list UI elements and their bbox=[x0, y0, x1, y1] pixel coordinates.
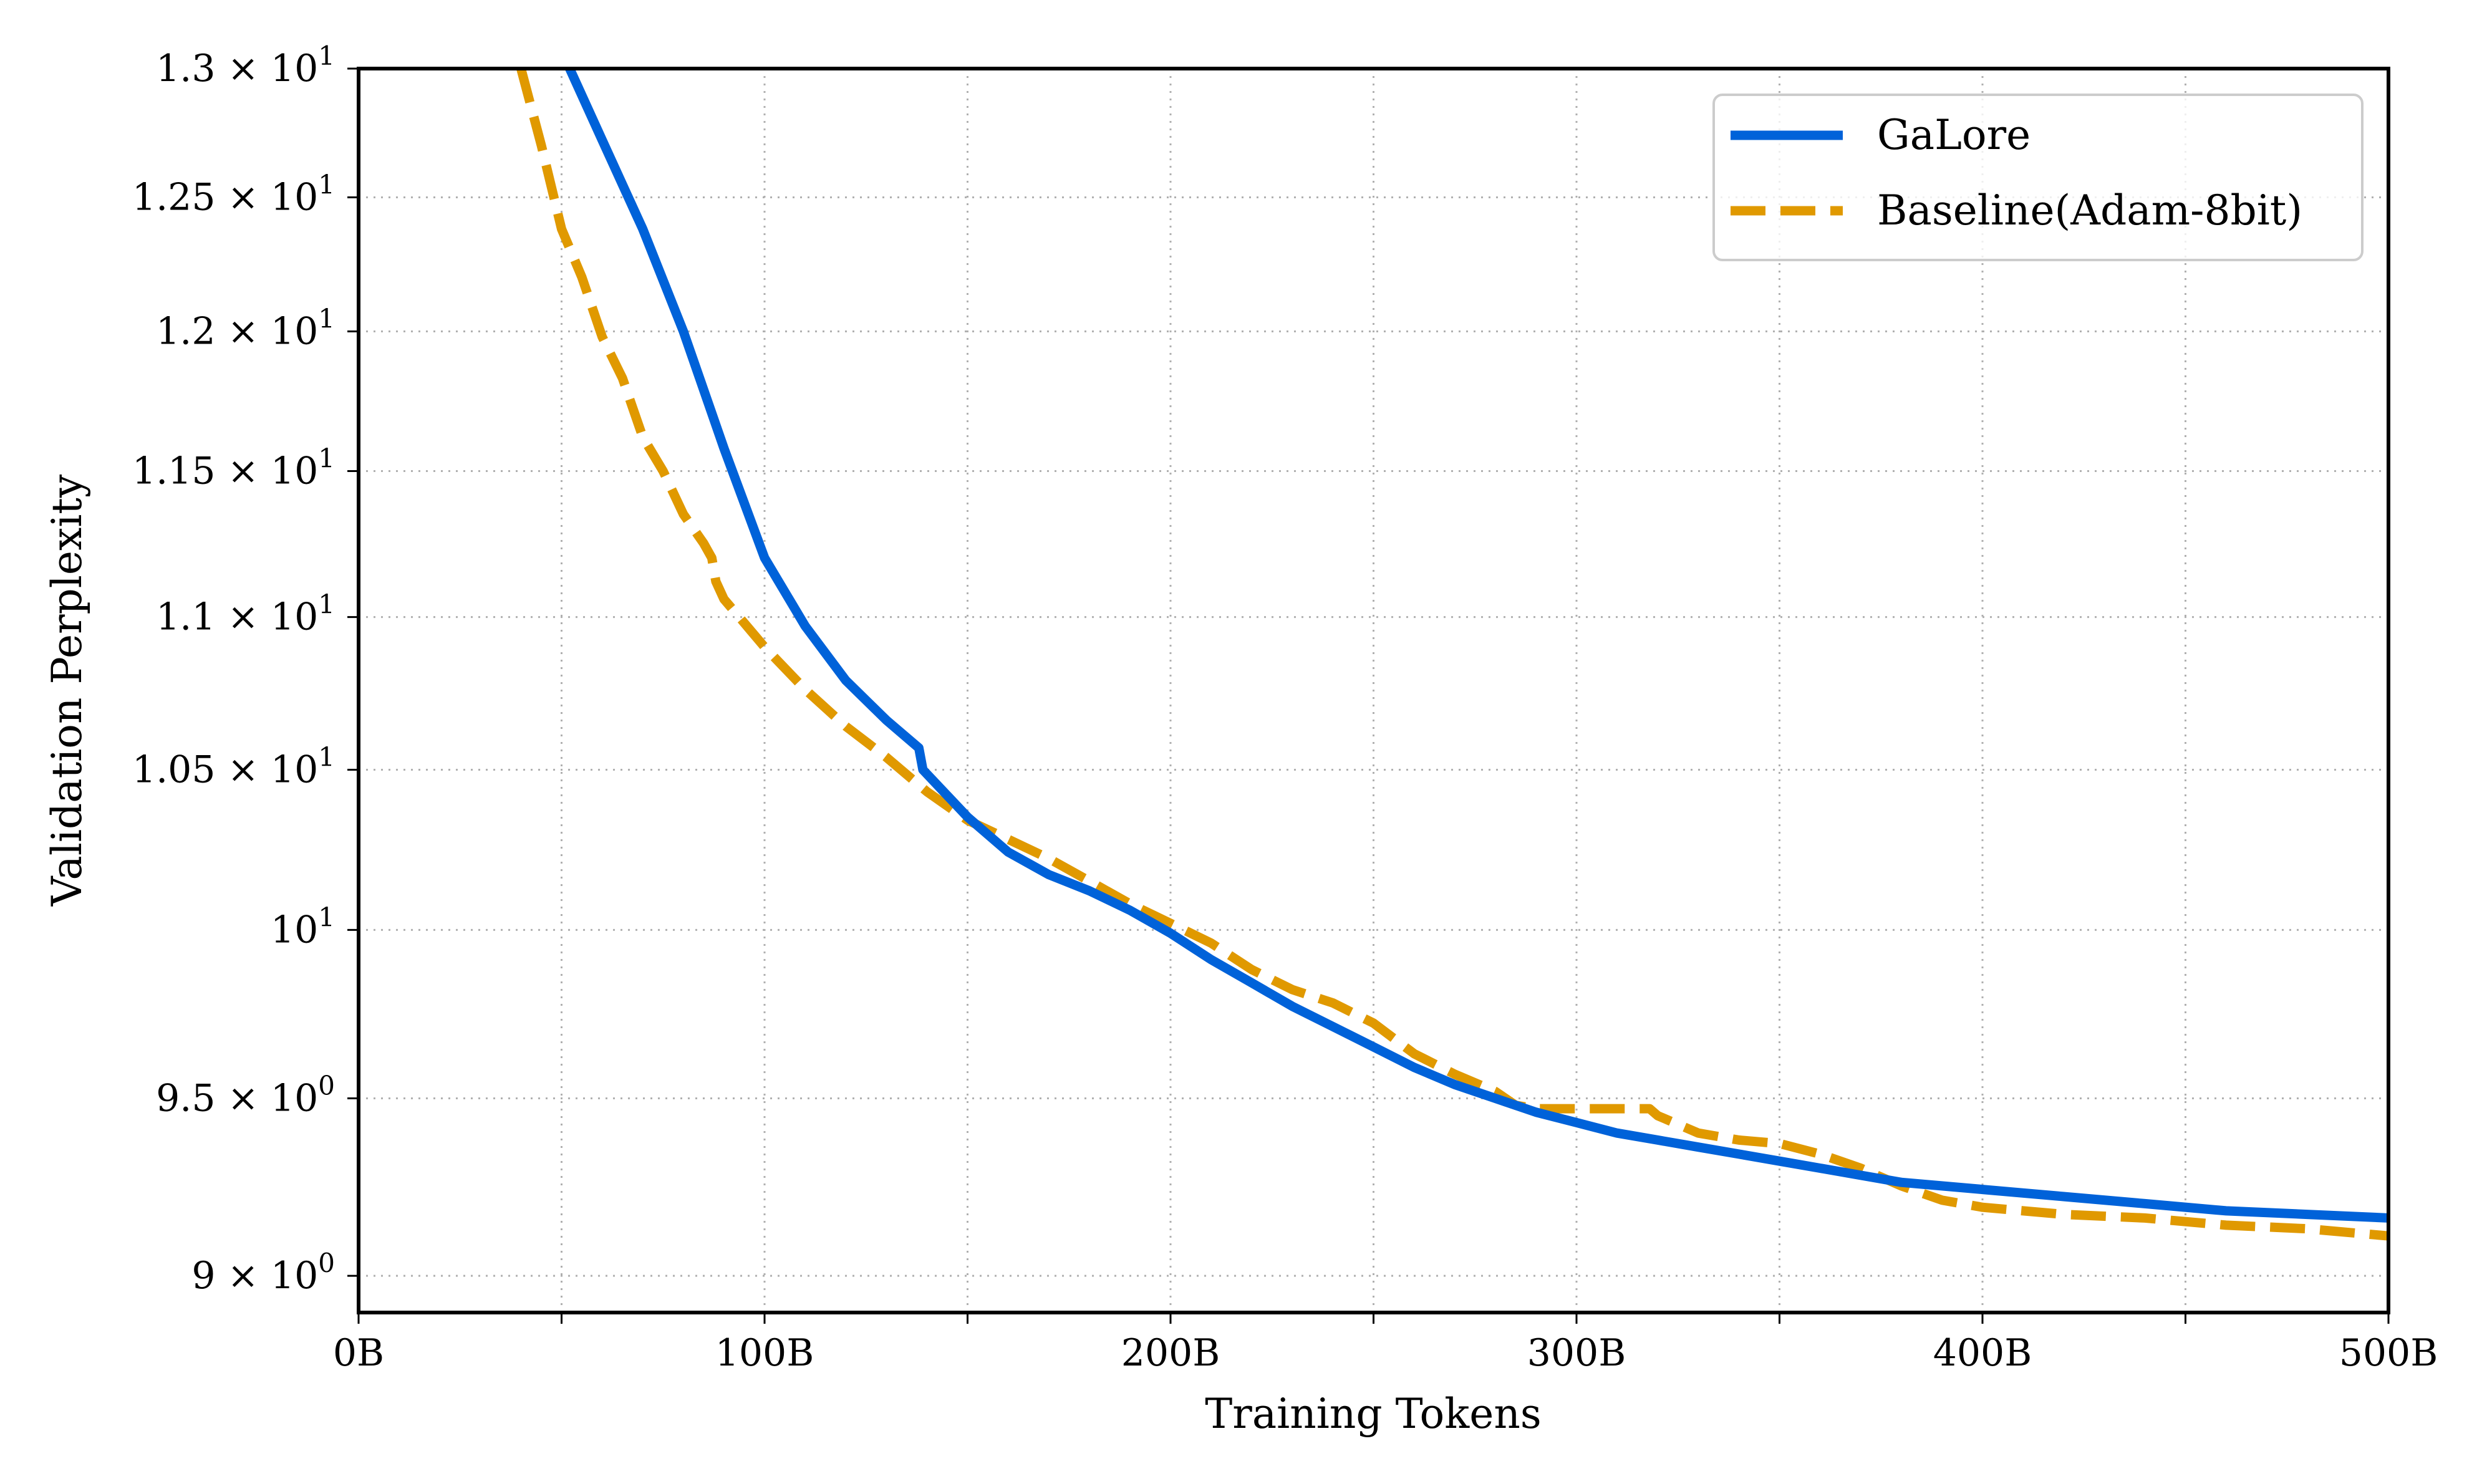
y-tick-label: 1.2 × 101 bbox=[156, 303, 335, 353]
legend: GaLore Baseline(Adam-8bit) bbox=[1712, 94, 2364, 261]
y-tick-exponent: 0 bbox=[318, 1070, 335, 1101]
x-tick-label: 200B bbox=[1121, 1331, 1220, 1375]
y-tick-label: 1.3 × 101 bbox=[156, 41, 335, 90]
grid bbox=[359, 69, 2388, 1313]
x-axis-title: Training Tokens bbox=[1205, 1390, 1541, 1438]
y-axis-title: Validation Perplexity bbox=[43, 474, 91, 907]
y-tick-mantissa: 1.2 × 10 bbox=[156, 309, 318, 353]
y-tick-exponent: 1 bbox=[318, 41, 335, 71]
legend-label-galore: GaLore bbox=[1877, 111, 2031, 159]
y-tick-exponent: 1 bbox=[318, 303, 335, 334]
y-tick-mantissa: 1.15 × 10 bbox=[132, 450, 318, 493]
y-tick-exponent: 0 bbox=[318, 1248, 335, 1278]
series-line-baseline bbox=[516, 69, 2388, 1241]
x-tick-label: 300B bbox=[1527, 1331, 1626, 1375]
y-tick-label: 101 bbox=[271, 902, 335, 952]
y-tick-label: 1.15 × 101 bbox=[132, 443, 335, 493]
y-tick-exponent: 1 bbox=[318, 742, 335, 773]
y-tick-exponent: 1 bbox=[318, 589, 335, 620]
legend-box bbox=[1712, 94, 2364, 261]
y-tick-label: 1.05 × 101 bbox=[132, 742, 335, 792]
y-tick-label: 9 × 100 bbox=[191, 1248, 335, 1298]
x-tick-label: 500B bbox=[2339, 1331, 2438, 1375]
series-layer bbox=[516, 69, 2388, 1241]
y-tick-exponent: 1 bbox=[318, 902, 335, 932]
y-tick-mantissa: 10 bbox=[271, 908, 318, 952]
y-tick-mantissa: 9.5 × 10 bbox=[156, 1076, 318, 1120]
x-tick-label: 400B bbox=[1933, 1331, 2032, 1375]
x-tick-label: 0B bbox=[333, 1331, 384, 1375]
y-tick-exponent: 1 bbox=[318, 443, 335, 474]
y-tick-mantissa: 9 × 10 bbox=[191, 1254, 318, 1298]
legend-label-baseline: Baseline(Adam-8bit) bbox=[1877, 186, 2302, 234]
y-tick-mantissa: 1.05 × 10 bbox=[132, 748, 318, 792]
y-tick-label: 1.25 × 101 bbox=[132, 170, 335, 219]
y-tick-label: 1.1 × 101 bbox=[156, 589, 335, 639]
y-tick-label: 9.5 × 100 bbox=[156, 1070, 335, 1120]
y-tick-mantissa: 1.1 × 10 bbox=[156, 595, 318, 639]
x-tick-label: 100B bbox=[715, 1331, 814, 1375]
series-line-galore bbox=[565, 69, 2388, 1223]
y-tick-mantissa: 1.3 × 10 bbox=[156, 47, 318, 90]
y-tick-mantissa: 1.25 × 10 bbox=[132, 176, 318, 219]
y-tick-exponent: 1 bbox=[318, 170, 335, 200]
